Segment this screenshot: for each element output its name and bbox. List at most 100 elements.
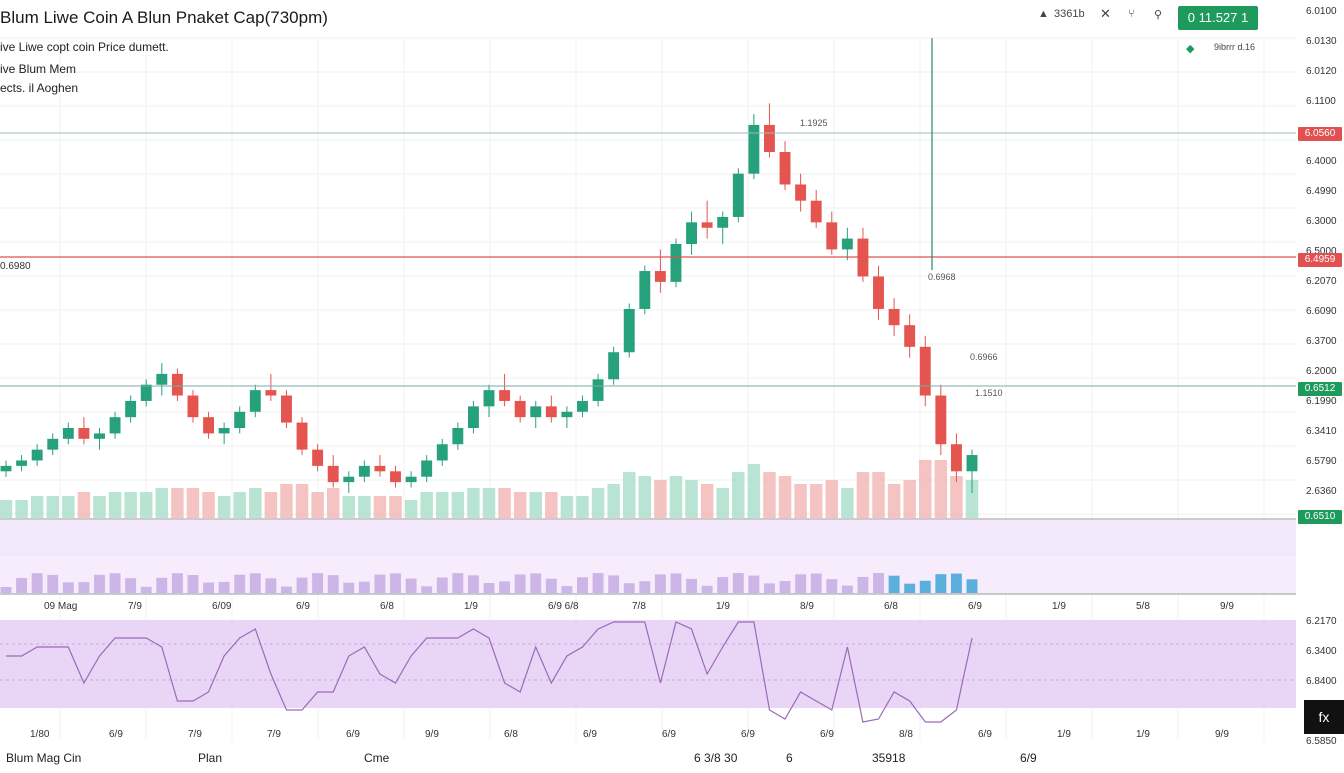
last-label: 1.1510 — [975, 388, 1003, 398]
time-axis-label: 6/9 6/8 — [548, 601, 579, 612]
candle[interactable] — [390, 471, 401, 483]
candle[interactable] — [592, 379, 604, 401]
candle[interactable] — [530, 406, 542, 418]
volume-bar — [358, 496, 371, 518]
candle[interactable] — [109, 417, 121, 434]
status-dot-icon: ◆ — [1186, 43, 1195, 55]
candle[interactable] — [171, 373, 183, 396]
time-axis-label: 9/9 — [1220, 601, 1234, 612]
candle[interactable] — [78, 428, 90, 439]
price-tag-green-low: 0.6510 — [1298, 510, 1342, 524]
candle[interactable] — [296, 422, 308, 450]
candle[interactable] — [795, 184, 807, 201]
chart-title: Blum Liwe Coin A Blun Pnaket Cap(730pm) — [0, 8, 328, 27]
candle[interactable] — [218, 428, 230, 434]
candle[interactable] — [47, 438, 59, 450]
price-axis-label: 6.0120 — [1306, 66, 1337, 77]
time-axis-label: 6/09 — [212, 601, 232, 612]
candle[interactable] — [421, 460, 433, 477]
candle[interactable] — [140, 384, 152, 401]
candle[interactable] — [639, 271, 651, 309]
candle[interactable] — [919, 346, 931, 396]
volume-bar — [124, 492, 137, 518]
candle[interactable] — [312, 449, 324, 466]
candle[interactable] — [467, 406, 479, 428]
footer-item[interactable]: 6 3/8 30 — [694, 751, 738, 765]
candle[interactable] — [156, 373, 168, 385]
candle[interactable] — [577, 400, 588, 412]
candle[interactable] — [280, 395, 292, 423]
candle[interactable] — [904, 325, 916, 347]
price-button[interactable]: 0 11.527 1 — [1178, 6, 1258, 30]
footer-item[interactable]: Cme — [364, 751, 390, 765]
candle[interactable] — [748, 124, 760, 174]
candle[interactable] — [608, 352, 620, 380]
candle[interactable] — [452, 428, 464, 445]
candle[interactable] — [483, 390, 495, 407]
footer-item[interactable]: 6 — [786, 751, 793, 765]
volume-bar — [404, 500, 418, 518]
oscillator-bar — [857, 576, 869, 593]
candle[interactable] — [810, 200, 822, 223]
candle[interactable] — [203, 417, 215, 434]
candle[interactable] — [732, 173, 744, 217]
triangle-up-icon[interactable]: ▲ — [1038, 8, 1049, 20]
candle[interactable] — [826, 222, 838, 250]
volume-bar — [669, 476, 683, 518]
volume-bar — [919, 460, 932, 518]
candle[interactable] — [623, 308, 635, 353]
candle[interactable] — [686, 222, 698, 244]
oscillator-bar — [748, 575, 760, 593]
candle[interactable] — [0, 465, 12, 472]
candle[interactable] — [888, 308, 900, 326]
candle[interactable] — [234, 411, 246, 428]
formula-button[interactable]: fx — [1304, 700, 1344, 734]
candle[interactable] — [966, 455, 978, 472]
volume-bar — [794, 484, 807, 518]
volume-bar — [451, 492, 465, 518]
candle[interactable] — [249, 390, 261, 412]
oscillator-bar — [187, 575, 199, 593]
oscillator-bar — [327, 575, 339, 593]
footer-item[interactable]: Plan — [198, 751, 223, 765]
candle[interactable] — [125, 400, 137, 418]
fork-icon[interactable]: ⑂ — [1128, 8, 1135, 20]
candle[interactable] — [374, 465, 386, 472]
candle[interactable] — [950, 444, 962, 472]
candle[interactable] — [763, 124, 775, 152]
close-icon[interactable]: ✕ — [1100, 6, 1111, 21]
candle[interactable] — [779, 152, 791, 185]
candle[interactable] — [62, 428, 74, 439]
candle[interactable] — [873, 276, 884, 309]
oscillator-bar — [280, 586, 292, 593]
candle[interactable] — [545, 406, 557, 418]
candle[interactable] — [499, 390, 511, 401]
candle[interactable] — [561, 411, 573, 418]
candle[interactable] — [654, 271, 666, 282]
candle[interactable] — [265, 390, 277, 396]
candle[interactable] — [841, 238, 853, 250]
candle[interactable] — [514, 400, 526, 418]
candle[interactable] — [717, 216, 729, 228]
candle[interactable] — [94, 433, 105, 439]
candle[interactable] — [358, 465, 370, 477]
candle[interactable] — [343, 476, 355, 483]
candle[interactable] — [436, 444, 448, 461]
candle[interactable] — [935, 395, 947, 445]
candle[interactable] — [31, 449, 43, 461]
volume-bar — [934, 460, 948, 518]
oscillator-bar — [358, 581, 370, 593]
candle[interactable] — [187, 395, 199, 418]
footer-item[interactable]: 6/9 — [1020, 751, 1037, 765]
price-axis-label: 6.0130 — [1306, 36, 1337, 47]
candle[interactable] — [670, 244, 682, 282]
link-icon[interactable]: ⚲ — [1154, 9, 1163, 21]
candle[interactable] — [327, 465, 339, 483]
candle[interactable] — [701, 222, 713, 228]
candle[interactable] — [405, 476, 417, 483]
candle[interactable] — [16, 460, 28, 466]
volume-bar — [622, 472, 636, 518]
footer-item[interactable]: 35918 — [872, 751, 906, 765]
